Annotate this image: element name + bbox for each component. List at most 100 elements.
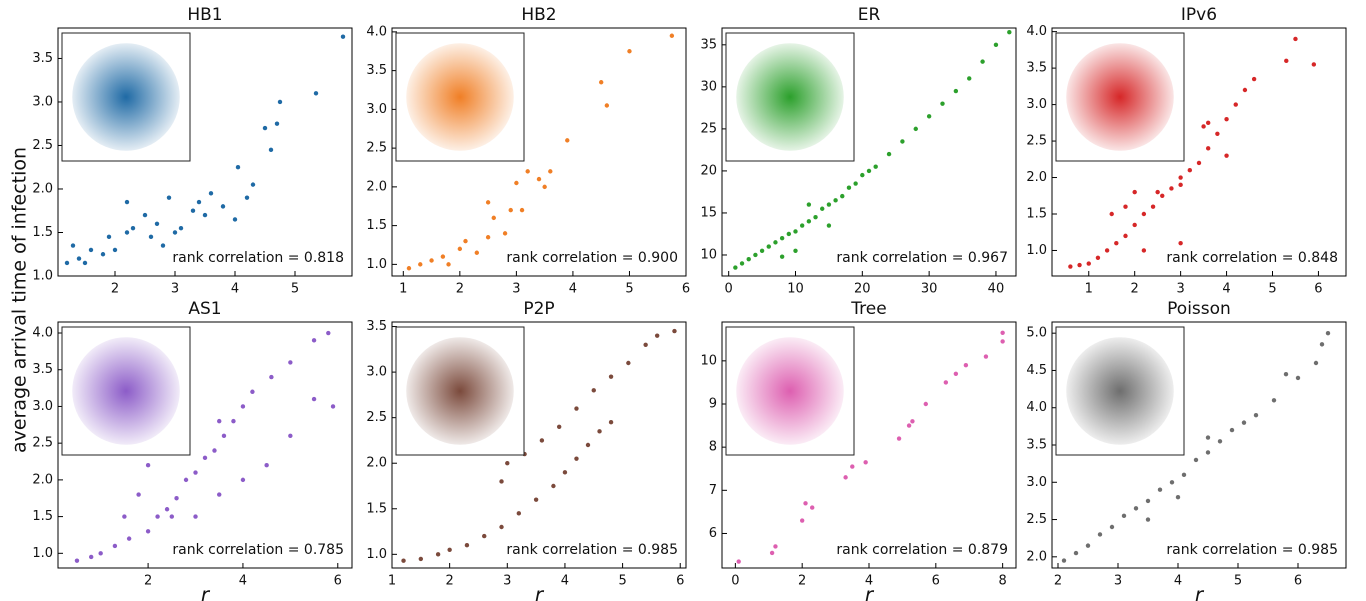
point [536,176,542,182]
point [1000,339,1005,344]
x-tick-label: 5 [291,282,299,297]
y-tick-label: 2.0 [32,181,53,196]
subplot: IPv6 1 2 3 4 5 6 1.0 1.5 2.0 2.5 3.0 3.5 4.0 rank corr… [1026,5,1347,297]
point [1241,420,1247,425]
y-tick-label: 2.5 [366,141,387,156]
point [806,202,812,207]
point [1178,240,1183,246]
point [1114,240,1119,246]
point [786,231,792,237]
point [106,234,112,240]
point [983,354,989,359]
point [76,256,82,261]
inset-embedding [72,337,180,445]
point [519,207,525,213]
x-tick-label: 6 [1314,282,1322,297]
point [1121,513,1127,519]
y-tick-label: 3.0 [366,102,387,117]
point [806,219,812,224]
point [208,191,214,196]
point [993,42,999,48]
x-tick-label: 2 [446,574,454,589]
y-tick-label: 2.0 [366,179,387,194]
point [953,371,959,376]
inset-embedding [406,43,514,151]
point [654,333,660,338]
x-tick-label: 2 [798,574,806,589]
point [1123,204,1128,209]
point [1187,168,1193,173]
point [1169,186,1174,191]
point [799,223,805,228]
point [769,550,775,556]
point [810,505,815,510]
y-tick-label: 35 [700,37,717,52]
point [943,380,949,385]
x-axis-label: r [865,583,875,601]
x-tick-label: 6 [676,574,684,589]
point [1224,116,1229,122]
point [463,238,468,244]
point [1295,375,1301,381]
point [1271,398,1277,403]
point [846,185,852,190]
point [1061,558,1067,563]
y-tick-label: 2.5 [1026,512,1047,527]
point [264,462,269,468]
point [1181,472,1187,478]
inset-embedding [72,43,180,151]
x-tick-label: 8 [998,574,1006,589]
y-tick-label: 2.0 [32,472,53,487]
y-tick-label: 3.5 [32,51,53,66]
point [202,455,208,461]
point [739,261,745,266]
point [813,214,818,220]
point [160,243,166,248]
point [773,240,778,245]
point [1311,62,1317,67]
y-tick-label: 4.0 [366,24,387,39]
point [491,215,496,221]
point [1178,182,1183,188]
point [585,442,591,448]
point [269,374,274,380]
point [1077,262,1082,268]
x-tick-label: 5 [1268,282,1276,297]
point [1141,248,1147,253]
point [262,125,268,131]
point [98,551,103,556]
subplot-title: ER [858,5,881,25]
subplot-title: AS1 [188,299,221,319]
point [193,514,198,519]
point [1123,233,1128,239]
point [70,243,76,248]
subplot-title: HB2 [521,5,556,25]
point [136,492,141,497]
x-tick-label: 2 [111,282,119,297]
x-tick-label: 3 [503,574,511,589]
point [773,544,778,549]
point [401,558,406,563]
point [850,464,855,469]
y-tick-label: 2.0 [1026,170,1047,185]
x-tick-label: 4 [1174,574,1182,589]
point [326,330,331,336]
y-axis-label: average arrival time of infection [9,147,31,453]
x-tick-label: 5 [1234,574,1242,589]
point [288,433,293,439]
point [88,247,94,253]
point [1205,450,1211,455]
x-tick-label: 40 [988,282,1005,297]
point [1193,457,1199,463]
point [766,244,771,249]
point [1169,480,1175,485]
point [446,262,451,267]
point [591,388,596,393]
point [183,477,189,483]
y-tick-label: 20 [700,163,717,178]
point [277,99,283,105]
point [608,420,614,425]
point [1150,204,1156,209]
subplot-title: IPv6 [1181,5,1217,25]
x-tick-label: 3 [171,282,179,297]
